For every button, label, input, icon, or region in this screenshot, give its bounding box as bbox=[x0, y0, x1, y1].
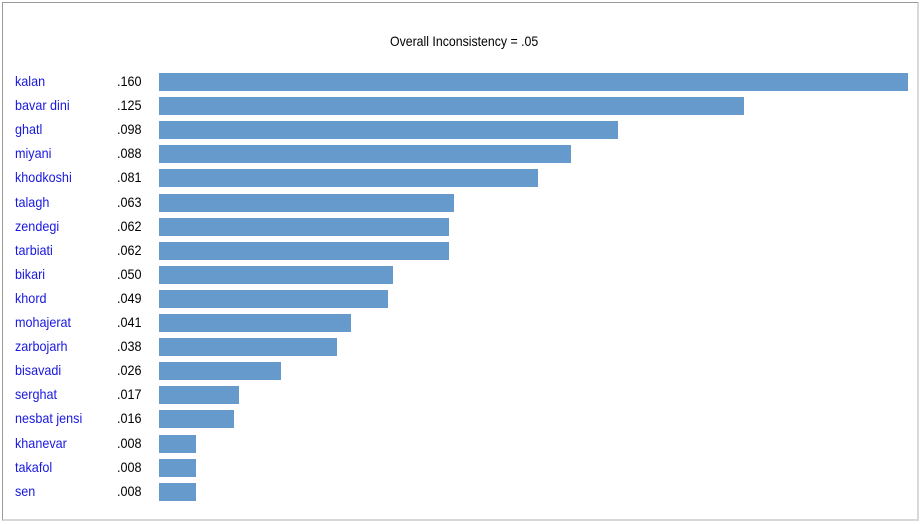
bar bbox=[159, 290, 388, 308]
chart-title: Overall Inconsistency = .05 bbox=[389, 33, 539, 49]
bar-label: takafol bbox=[15, 459, 53, 475]
bar-label: zendegi bbox=[15, 218, 60, 234]
bar-label: bisavadi bbox=[15, 362, 62, 378]
bar-label: tarbiati bbox=[15, 242, 53, 258]
bar-label: khodkoshi bbox=[15, 169, 72, 185]
bar-label: nesbat jensi bbox=[15, 410, 83, 426]
bar-value-label: .098 bbox=[117, 121, 142, 137]
bar-value-label: .008 bbox=[117, 435, 142, 451]
bar-value-label: .017 bbox=[117, 386, 142, 402]
bar bbox=[159, 386, 239, 404]
bar bbox=[159, 362, 281, 380]
bar bbox=[159, 338, 337, 356]
bar-label: ghatl bbox=[15, 121, 43, 137]
bar bbox=[159, 194, 454, 212]
bar bbox=[159, 169, 538, 187]
bar-label: kalan bbox=[15, 73, 46, 89]
bar-label: bavar dini bbox=[15, 97, 70, 113]
bar bbox=[159, 410, 234, 428]
bar-value-label: .062 bbox=[117, 242, 142, 258]
bar bbox=[159, 483, 196, 501]
bar-value-label: .160 bbox=[117, 73, 142, 89]
bar bbox=[159, 121, 618, 139]
bar bbox=[159, 145, 571, 163]
bar bbox=[159, 266, 393, 284]
bar-value-label: .026 bbox=[117, 362, 142, 378]
bar-value-label: .008 bbox=[117, 459, 142, 475]
bar-value-label: .063 bbox=[117, 194, 142, 210]
bar bbox=[159, 314, 351, 332]
bar-value-label: .125 bbox=[117, 97, 142, 113]
bar bbox=[159, 73, 908, 91]
bar-label: miyani bbox=[15, 145, 52, 161]
bar-value-label: .038 bbox=[117, 338, 142, 354]
bar-value-label: .008 bbox=[117, 483, 142, 499]
bar-value-label: .081 bbox=[117, 169, 142, 185]
bar-value-label: .062 bbox=[117, 218, 142, 234]
bar-label: sen bbox=[15, 483, 36, 499]
bar-label: khanevar bbox=[15, 435, 67, 451]
bar-label: serghat bbox=[15, 386, 58, 402]
bar-value-label: .050 bbox=[117, 266, 142, 282]
bar-label: bikari bbox=[15, 266, 46, 282]
bar-label: zarbojarh bbox=[15, 338, 68, 354]
bar bbox=[159, 218, 449, 236]
bar-value-label: .041 bbox=[117, 314, 142, 330]
bar bbox=[159, 97, 744, 115]
bar bbox=[159, 435, 196, 453]
bar-value-label: .049 bbox=[117, 290, 142, 306]
bar-label: talagh bbox=[15, 194, 50, 210]
bar bbox=[159, 459, 196, 477]
bar-label: mohajerat bbox=[15, 314, 72, 330]
bar-label: khord bbox=[15, 290, 47, 306]
bar bbox=[159, 242, 449, 260]
bar-value-label: .088 bbox=[117, 145, 142, 161]
bar-value-label: .016 bbox=[117, 410, 142, 426]
